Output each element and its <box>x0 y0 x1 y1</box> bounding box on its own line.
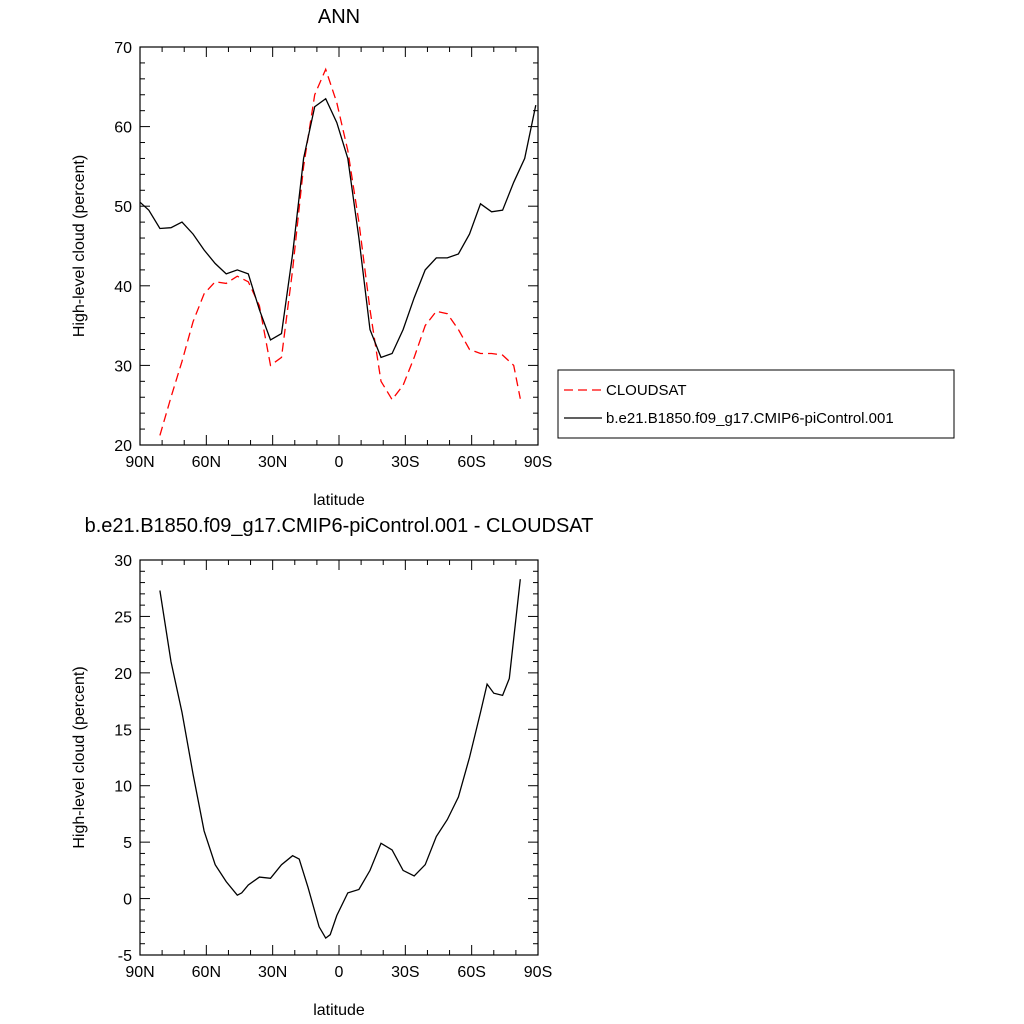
y-tick-label: 20 <box>114 438 132 455</box>
series-line-0 <box>159 67 521 436</box>
x-tick-label: 90N <box>125 454 154 471</box>
x-axis-label: latitude <box>313 492 365 509</box>
series-line-0 <box>159 579 521 940</box>
legend-label: CLOUDSAT <box>606 382 687 399</box>
x-axis-label: latitude <box>313 1002 365 1019</box>
chart-ann: ANN 90N 60N 30N 0 30S 60S 90S 20 30 40 50 60 70 latitu… <box>71 6 955 509</box>
y-tick-label: 0 <box>123 892 132 909</box>
chart-difference: b.e21.B1850.f09_g17.CMIP6-piControl.001 … <box>71 515 593 1019</box>
y-tick-label: 20 <box>114 666 132 683</box>
x-tick-label: 90S <box>524 964 552 981</box>
plot-frame <box>139 46 539 446</box>
x-tick-label: 30S <box>391 454 419 471</box>
x-tick-label: 60S <box>457 964 485 981</box>
y-axis-label: High-level cloud (percent) <box>71 155 88 337</box>
chart-title: ANN <box>318 6 360 28</box>
y-tick-label: 70 <box>114 40 132 57</box>
x-tick-label: 90N <box>125 964 154 981</box>
x-tick-label: 60N <box>192 964 221 981</box>
series-line-1 <box>139 97 537 359</box>
x-tick-label: 90S <box>524 454 552 471</box>
y-tick-label: 5 <box>123 835 132 852</box>
x-tick-label: 30N <box>258 454 287 471</box>
y-tick-label: 30 <box>114 553 132 570</box>
x-tick-label: 0 <box>335 964 344 981</box>
x-tick-label: 0 <box>335 454 344 471</box>
y-tick-label: 60 <box>114 120 132 137</box>
y-tick-label: 40 <box>114 279 132 296</box>
x-tick-label: 60S <box>457 454 485 471</box>
chart-title: b.e21.B1850.f09_g17.CMIP6-piControl.001 … <box>85 515 594 537</box>
y-tick-label: 10 <box>114 779 132 796</box>
x-tick-label: 60N <box>192 454 221 471</box>
legend: CLOUDSAT b.e21.B1850.f09_g17.CMIP6-piCont… <box>557 369 955 439</box>
y-tick-label: 15 <box>114 722 132 739</box>
y-tick-label: 30 <box>114 358 132 375</box>
x-tick-label: 30N <box>258 964 287 981</box>
y-tick-label: 50 <box>114 199 132 216</box>
legend-box <box>557 369 955 439</box>
y-axis-label: High-level cloud (percent) <box>71 666 88 848</box>
y-tick-label: -5 <box>118 948 132 965</box>
y-tick-label: 25 <box>114 609 132 626</box>
legend-label: b.e21.B1850.f09_g17.CMIP6-piControl.001 <box>606 410 894 427</box>
plot-frame <box>139 559 539 956</box>
x-tick-label: 30S <box>391 964 419 981</box>
